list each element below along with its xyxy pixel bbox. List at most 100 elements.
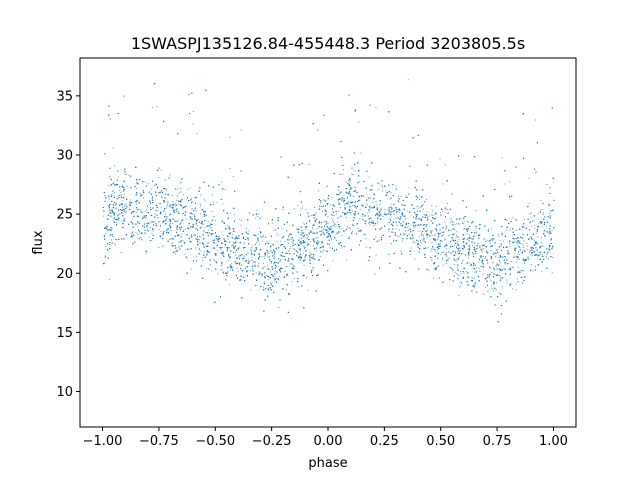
- data-point: [390, 212, 392, 214]
- data-point: [456, 247, 458, 249]
- data-point: [382, 190, 383, 192]
- data-point: [268, 289, 270, 291]
- data-point: [454, 259, 456, 261]
- data-point: [220, 269, 222, 271]
- data-point: [524, 218, 526, 220]
- data-point: [408, 187, 410, 189]
- data-point: [178, 219, 180, 221]
- data-point: [352, 205, 354, 207]
- data-point: [137, 233, 139, 235]
- data-point: [377, 223, 379, 225]
- data-point: [419, 230, 421, 232]
- data-point: [196, 132, 198, 134]
- data-point: [450, 218, 452, 220]
- data-point: [345, 203, 347, 205]
- data-point: [474, 243, 476, 244]
- data-point: [408, 234, 410, 235]
- data-point: [164, 213, 166, 215]
- data-point: [414, 242, 416, 244]
- data-point: [337, 194, 339, 196]
- data-point: [322, 211, 323, 212]
- data-point: [124, 173, 126, 175]
- data-point: [395, 217, 397, 219]
- data-point: [454, 250, 456, 252]
- data-point: [436, 238, 438, 240]
- data-point: [397, 235, 399, 237]
- data-point: [475, 228, 477, 230]
- data-point: [175, 220, 177, 222]
- data-point: [517, 258, 519, 260]
- data-point: [114, 244, 116, 246]
- data-point: [216, 201, 218, 203]
- data-point: [418, 199, 420, 200]
- data-point: [326, 229, 328, 231]
- data-point: [299, 256, 301, 258]
- data-point: [147, 224, 148, 226]
- data-point: [358, 196, 360, 198]
- data-point: [139, 231, 140, 233]
- data-point: [276, 277, 278, 279]
- data-point: [542, 256, 544, 257]
- data-point: [204, 200, 206, 202]
- data-point: [501, 157, 503, 159]
- data-point: [226, 248, 228, 250]
- data-point: [515, 229, 517, 231]
- data-point: [331, 197, 333, 199]
- data-point: [112, 147, 114, 149]
- data-point: [475, 252, 477, 254]
- data-point: [460, 285, 462, 287]
- data-point: [300, 238, 302, 240]
- data-point: [418, 235, 420, 237]
- data-point: [266, 240, 268, 242]
- data-point: [313, 248, 315, 250]
- data-point: [185, 219, 187, 220]
- data-point: [186, 257, 188, 259]
- data-point: [398, 212, 400, 213]
- data-point: [509, 229, 511, 231]
- data-point: [369, 208, 371, 210]
- data-point: [252, 244, 254, 246]
- data-point: [465, 243, 467, 245]
- data-point: [229, 167, 231, 169]
- data-point: [351, 210, 353, 212]
- data-point: [114, 217, 116, 219]
- data-point: [343, 169, 344, 171]
- data-point: [453, 264, 455, 266]
- data-point: [290, 263, 292, 265]
- data-point: [467, 249, 469, 250]
- data-point: [379, 183, 381, 185]
- data-point: [150, 188, 152, 190]
- data-point: [377, 221, 379, 223]
- data-point: [387, 213, 389, 215]
- data-point: [200, 208, 202, 210]
- data-point: [135, 182, 137, 184]
- data-point: [529, 251, 531, 253]
- data-point: [209, 264, 211, 266]
- data-point: [381, 186, 383, 188]
- data-point: [453, 245, 455, 247]
- data-point: [532, 238, 534, 240]
- data-point: [152, 198, 153, 200]
- data-point: [468, 234, 470, 236]
- data-point: [284, 271, 286, 272]
- data-point: [323, 228, 325, 230]
- data-point: [296, 228, 298, 230]
- data-point: [388, 206, 390, 208]
- data-point: [182, 239, 184, 241]
- data-point: [375, 107, 377, 109]
- data-point: [535, 266, 536, 268]
- data-point: [379, 203, 381, 205]
- data-point: [121, 193, 123, 195]
- data-point: [131, 234, 132, 236]
- data-point: [264, 258, 266, 259]
- data-point: [189, 205, 191, 207]
- data-point: [454, 223, 456, 225]
- data-point: [229, 228, 231, 230]
- data-point: [331, 217, 333, 219]
- data-point: [485, 256, 486, 258]
- data-point: [217, 249, 219, 251]
- data-point: [522, 233, 523, 235]
- data-point: [512, 288, 513, 290]
- data-point: [422, 225, 424, 226]
- data-point: [458, 275, 460, 277]
